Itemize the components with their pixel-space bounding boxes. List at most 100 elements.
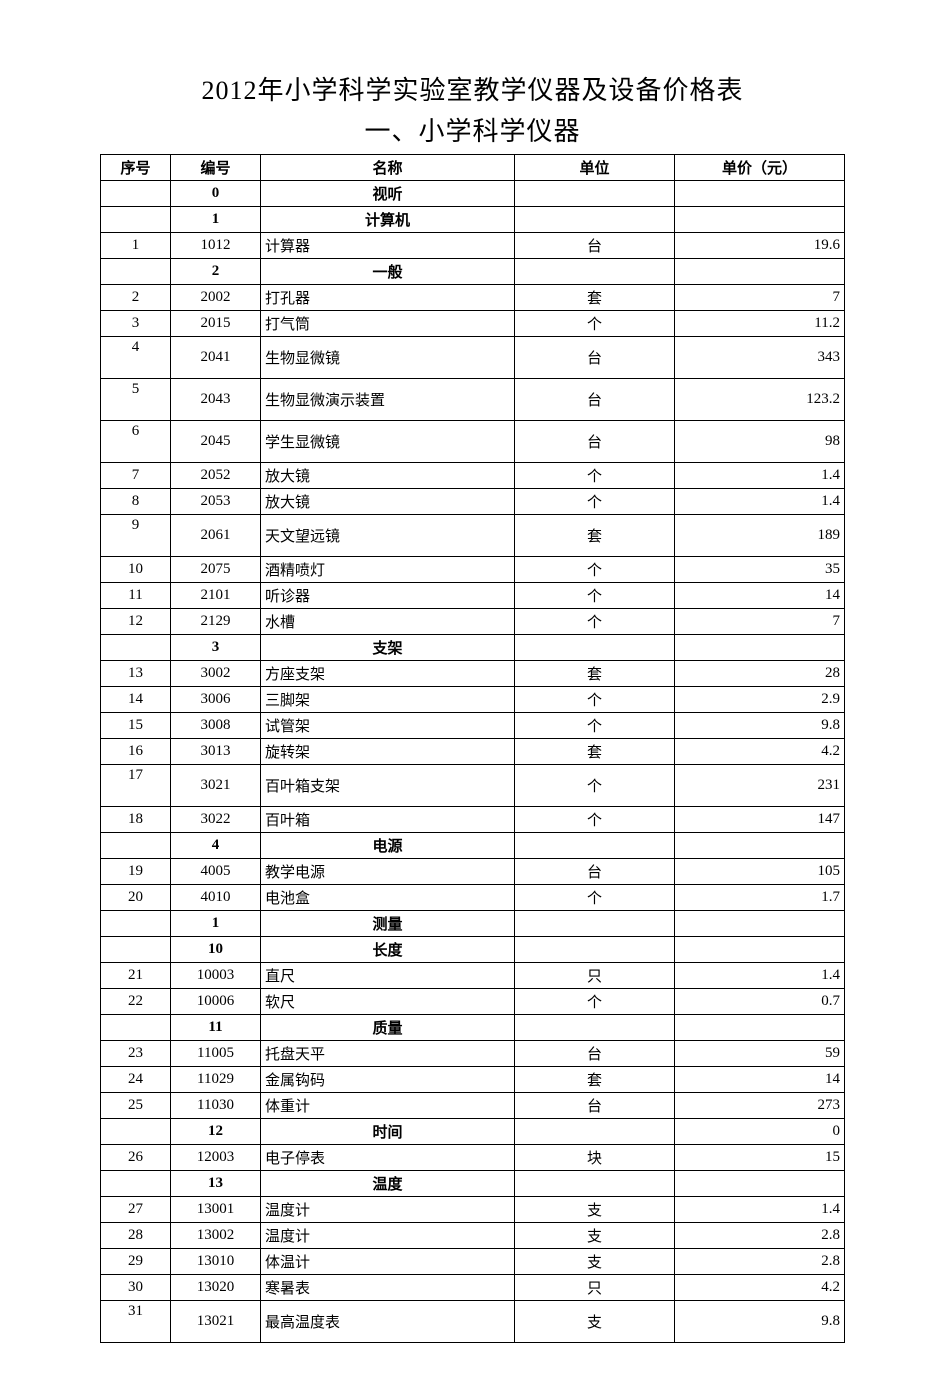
cell-seq: 29 <box>101 1249 171 1275</box>
cell-unit: 个 <box>515 489 675 515</box>
table-row: 2411029金属钩码套14 <box>101 1067 845 1093</box>
section-name: 质量 <box>261 1015 515 1041</box>
cell-code: 10006 <box>171 989 261 1015</box>
cell-price: 343 <box>675 337 845 379</box>
cell-unit: 个 <box>515 311 675 337</box>
cell-seq <box>101 259 171 285</box>
col-header-code: 编号 <box>171 155 261 181</box>
cell-code: 2041 <box>171 337 261 379</box>
cell-seq: 30 <box>101 1275 171 1301</box>
cell-unit <box>515 1171 675 1197</box>
cell-unit: 套 <box>515 285 675 311</box>
table-header-row: 序号 编号 名称 单位 单价（元） <box>101 155 845 181</box>
cell-seq: 18 <box>101 807 171 833</box>
cell-unit <box>515 207 675 233</box>
cell-seq: 13 <box>101 661 171 687</box>
cell-name: 旋转架 <box>261 739 515 765</box>
cell-seq: 28 <box>101 1223 171 1249</box>
table-row: 143006三脚架个2.9 <box>101 687 845 713</box>
table-row: 3113021最高温度表支9.8 <box>101 1301 845 1343</box>
cell-code: 4005 <box>171 859 261 885</box>
cell-unit: 支 <box>515 1249 675 1275</box>
cell-seq: 8 <box>101 489 171 515</box>
cell-seq: 11 <box>101 583 171 609</box>
section-name: 电源 <box>261 833 515 859</box>
cell-price <box>675 833 845 859</box>
cell-price: 189 <box>675 515 845 557</box>
cell-seq: 25 <box>101 1093 171 1119</box>
table-row: 4电源 <box>101 833 845 859</box>
cell-code: 3002 <box>171 661 261 687</box>
cell-name: 生物显微镜 <box>261 337 515 379</box>
table-row: 2913010体温计支2.8 <box>101 1249 845 1275</box>
table-row: 133002方座支架套28 <box>101 661 845 687</box>
cell-code: 11029 <box>171 1067 261 1093</box>
cell-unit: 只 <box>515 1275 675 1301</box>
cell-name: 最高温度表 <box>261 1301 515 1343</box>
table-row: 92061天文望远镜套189 <box>101 515 845 557</box>
cell-unit: 台 <box>515 421 675 463</box>
cell-code: 11030 <box>171 1093 261 1119</box>
cell-unit: 块 <box>515 1145 675 1171</box>
cell-price: 7 <box>675 285 845 311</box>
cell-price: 15 <box>675 1145 845 1171</box>
cell-price: 2.8 <box>675 1249 845 1275</box>
cell-name: 电子停表 <box>261 1145 515 1171</box>
cell-price: 1.7 <box>675 885 845 911</box>
cell-code: 2015 <box>171 311 261 337</box>
table-row: 3013020寒暑表只4.2 <box>101 1275 845 1301</box>
cell-price: 147 <box>675 807 845 833</box>
cell-price: 7 <box>675 609 845 635</box>
section-name: 视听 <box>261 181 515 207</box>
cell-seq: 9 <box>101 515 171 557</box>
cell-unit: 个 <box>515 885 675 911</box>
cell-unit: 套 <box>515 739 675 765</box>
table-row: 112101听诊器个14 <box>101 583 845 609</box>
section-name: 测量 <box>261 911 515 937</box>
col-header-seq: 序号 <box>101 155 171 181</box>
table-row: 42041生物显微镜台343 <box>101 337 845 379</box>
cell-unit <box>515 635 675 661</box>
table-row: 82053放大镜个1.4 <box>101 489 845 515</box>
table-row: 102075酒精喷灯个35 <box>101 557 845 583</box>
cell-price <box>675 1015 845 1041</box>
cell-seq: 16 <box>101 739 171 765</box>
cell-seq: 10 <box>101 557 171 583</box>
cell-seq: 22 <box>101 989 171 1015</box>
cell-seq: 12 <box>101 609 171 635</box>
cell-unit: 套 <box>515 515 675 557</box>
cell-name: 水槽 <box>261 609 515 635</box>
cell-name: 寒暑表 <box>261 1275 515 1301</box>
cell-code: 2045 <box>171 421 261 463</box>
cell-seq: 24 <box>101 1067 171 1093</box>
cell-price: 9.8 <box>675 1301 845 1343</box>
cell-unit <box>515 181 675 207</box>
cell-code: 2043 <box>171 379 261 421</box>
cell-price: 14 <box>675 1067 845 1093</box>
cell-unit <box>515 1015 675 1041</box>
cell-name: 托盘天平 <box>261 1041 515 1067</box>
cell-name: 放大镜 <box>261 489 515 515</box>
cell-name: 百叶箱 <box>261 807 515 833</box>
table-row: 0视听 <box>101 181 845 207</box>
cell-unit <box>515 937 675 963</box>
cell-name: 体温计 <box>261 1249 515 1275</box>
table-row: 204010电池盒个1.7 <box>101 885 845 911</box>
section-name: 长度 <box>261 937 515 963</box>
cell-price: 1.4 <box>675 963 845 989</box>
section-code: 4 <box>171 833 261 859</box>
cell-name: 听诊器 <box>261 583 515 609</box>
cell-code: 12003 <box>171 1145 261 1171</box>
cell-price <box>675 635 845 661</box>
cell-name: 三脚架 <box>261 687 515 713</box>
table-row: 2511030体重计台273 <box>101 1093 845 1119</box>
table-row: 11质量 <box>101 1015 845 1041</box>
cell-unit <box>515 833 675 859</box>
cell-code: 2101 <box>171 583 261 609</box>
cell-seq: 1 <box>101 233 171 259</box>
cell-seq: 21 <box>101 963 171 989</box>
cell-seq <box>101 181 171 207</box>
cell-price <box>675 1171 845 1197</box>
cell-price: 11.2 <box>675 311 845 337</box>
cell-name: 试管架 <box>261 713 515 739</box>
